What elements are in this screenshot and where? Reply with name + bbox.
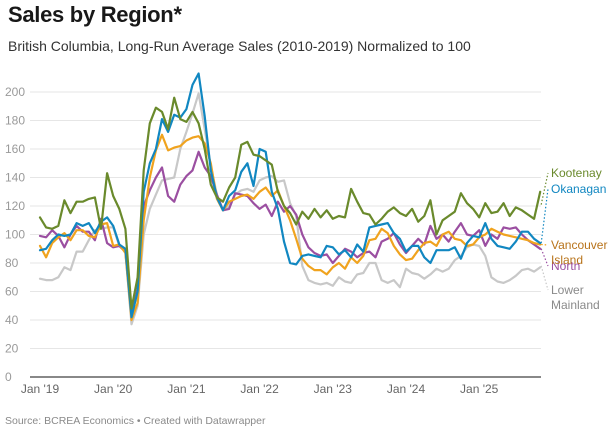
series-label-okanagan: Okanagan	[551, 182, 606, 196]
series-label-lower-mainland: Lower	[551, 283, 584, 297]
y-tick-label: 160	[5, 142, 25, 156]
series-lines	[38, 72, 542, 326]
chart-subtitle: British Columbia, Long-Run Average Sales…	[8, 38, 471, 54]
series-line-okanagan	[38, 72, 542, 319]
y-tick-label: 100	[5, 228, 25, 242]
y-axis-tick-labels: 0 20 40 60 80 100 120 140 160 180 200	[5, 85, 25, 384]
x-axis-tick-labels: Jan '19 Jan '20 Jan '21 Jan '22 Jan '23 Jan '…	[21, 382, 499, 396]
y-tick-label: 0	[5, 370, 12, 384]
label-connector-lower-mainland	[540, 265, 549, 291]
y-tick-label: 140	[5, 171, 25, 185]
series-label-north: North	[551, 259, 580, 273]
x-tick-label: Jan '25	[460, 382, 499, 396]
x-tick-label: Jan '21	[167, 382, 206, 396]
y-tick-label: 40	[5, 313, 19, 327]
series-label-vancouver-island: Vancouver	[551, 238, 607, 252]
y-tick-label: 200	[5, 85, 25, 99]
x-tick-label: Jan '19	[21, 382, 60, 396]
y-tick-label: 80	[5, 256, 19, 270]
source-note: Source: BCREA Economics • Created with D…	[5, 415, 266, 427]
x-tick-label: Jan '22	[240, 382, 279, 396]
x-tick-label: Jan '23	[314, 382, 353, 396]
label-connector-kootenay	[540, 172, 549, 205]
series-line-vancouver-island	[38, 133, 542, 322]
y-tick-label: 120	[5, 199, 25, 213]
chart-title: Sales by Region*	[8, 2, 182, 27]
x-tick-label: Jan '24	[387, 382, 426, 396]
x-tick-label: Jan '20	[94, 382, 133, 396]
gridlines	[30, 91, 541, 349]
y-tick-label: 20	[5, 342, 19, 356]
series-label-kootenay: Kootenay	[551, 166, 602, 180]
label-connector-vancouver-island	[541, 243, 549, 246]
series-label-lower-mainland: Mainland	[551, 298, 600, 312]
series-line-kootenay	[38, 96, 542, 310]
y-tick-label: 180	[5, 114, 25, 128]
label-connector-north	[540, 248, 549, 267]
series-label-vancouver-island: Island	[551, 253, 583, 267]
y-tick-label: 60	[5, 285, 19, 299]
series-line-lower-mainland	[38, 92, 542, 326]
